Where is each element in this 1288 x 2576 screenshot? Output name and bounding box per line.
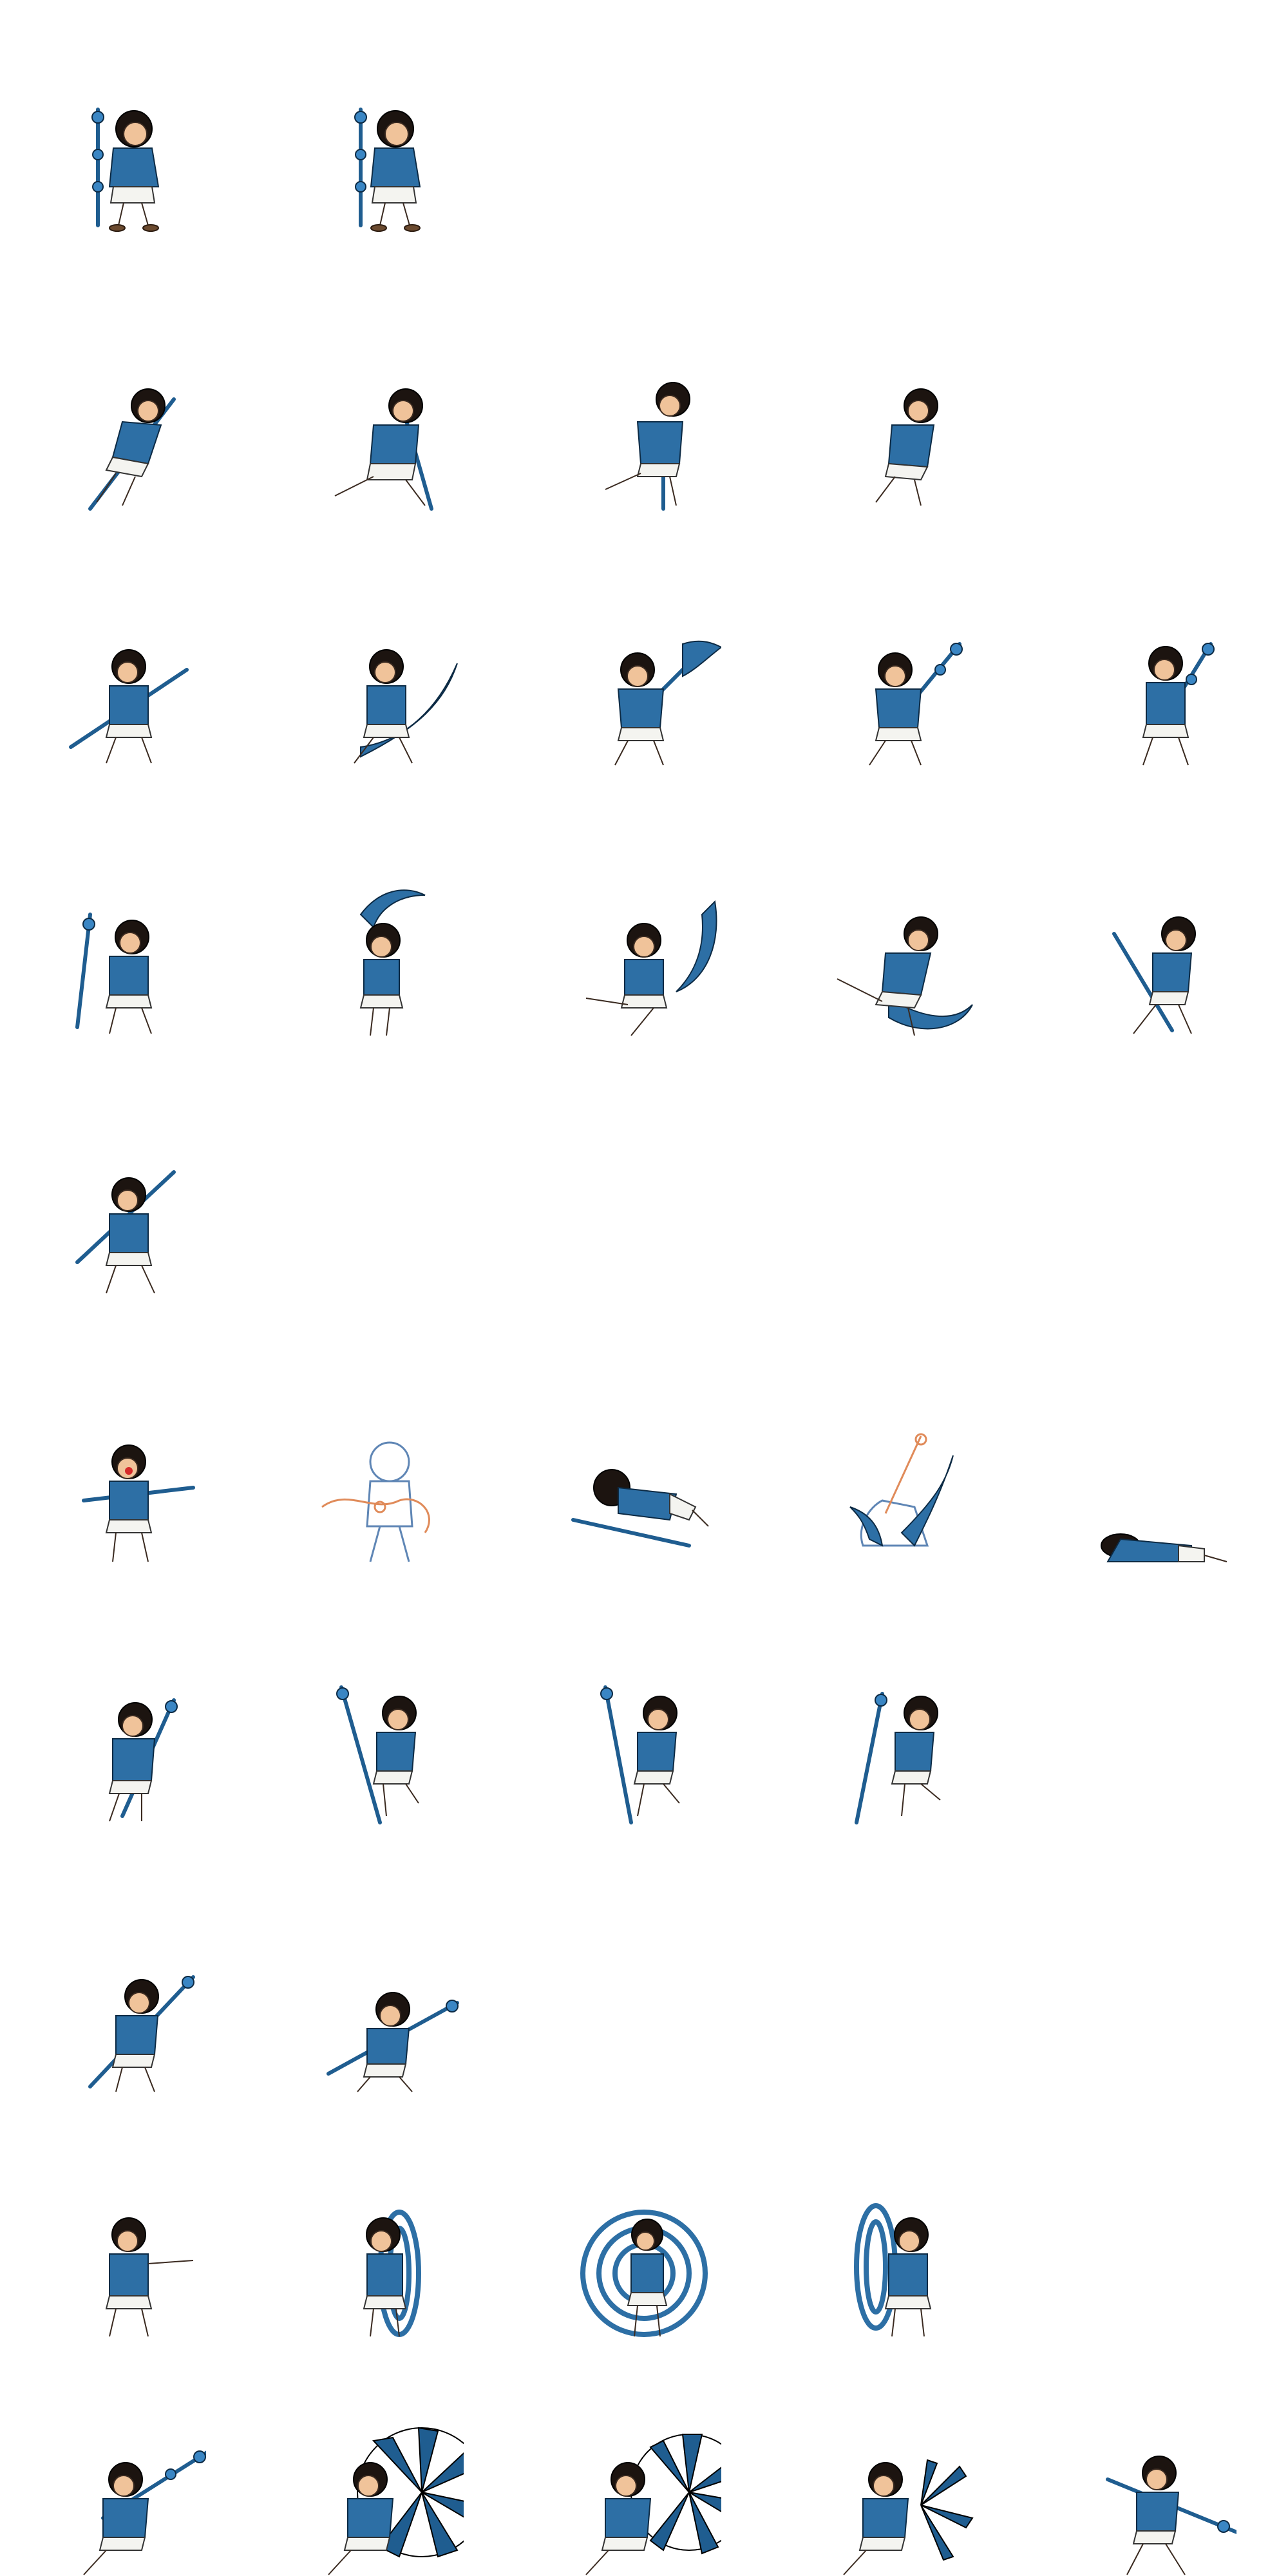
sprite-frame xyxy=(52,2421,206,2576)
sprite-frame xyxy=(824,361,979,515)
sprite-row-crouch-attack xyxy=(0,1945,1288,2099)
sprite-frame xyxy=(567,1417,721,1571)
sprite-frame xyxy=(52,889,206,1043)
sprite-frame xyxy=(824,2190,979,2344)
sprite-frame xyxy=(309,361,464,515)
sprite-frame xyxy=(309,618,464,773)
sprite-frame xyxy=(567,2421,721,2576)
sprite-frame xyxy=(1082,889,1236,1043)
sprite-frame xyxy=(52,618,206,773)
sprite-frame xyxy=(309,1945,464,2099)
sprite-row-special-spiral xyxy=(0,2190,1288,2344)
sprite-frame xyxy=(309,2190,464,2344)
sprite-frame xyxy=(52,1146,206,1301)
sprite-frame xyxy=(52,361,206,515)
sprite-frame xyxy=(567,889,721,1043)
sprite-frame xyxy=(824,2421,979,2576)
sprite-frame xyxy=(567,2190,721,2344)
sprite-frame xyxy=(52,1945,206,2099)
sprite-frame xyxy=(52,1417,206,1571)
sprite-row-jump xyxy=(0,1674,1288,1829)
sprite-frame xyxy=(824,1417,979,1571)
sprite-frame xyxy=(567,361,721,515)
sprite-frame xyxy=(52,2190,206,2344)
sprite-frame xyxy=(52,84,206,238)
sprite-frame xyxy=(824,889,979,1043)
sprite-frame xyxy=(309,889,464,1043)
sprite-row-special-blast xyxy=(0,2421,1288,2576)
sprite-frame xyxy=(1082,2421,1236,2576)
sprite-frame xyxy=(824,1674,979,1829)
sprite-row-knockdown xyxy=(0,1417,1288,1571)
sprite-frame xyxy=(309,84,464,238)
sprite-row-attack-staff-swing xyxy=(0,618,1288,773)
sprite-frame xyxy=(52,1674,206,1829)
sprite-frame xyxy=(309,1417,464,1571)
sprite-row-hurt xyxy=(0,1146,1288,1301)
sprite-row-run xyxy=(0,361,1288,515)
sprite-frame xyxy=(1082,618,1236,773)
sprite-frame xyxy=(1082,1417,1236,1571)
sprite-frame xyxy=(824,618,979,773)
sprite-frame xyxy=(309,2421,464,2576)
sprite-frame xyxy=(309,1674,464,1829)
sprite-frame xyxy=(567,618,721,773)
sprite-row-idle xyxy=(0,84,1288,238)
sprite-frame xyxy=(567,1674,721,1829)
sprite-row-attack-combo xyxy=(0,889,1288,1043)
